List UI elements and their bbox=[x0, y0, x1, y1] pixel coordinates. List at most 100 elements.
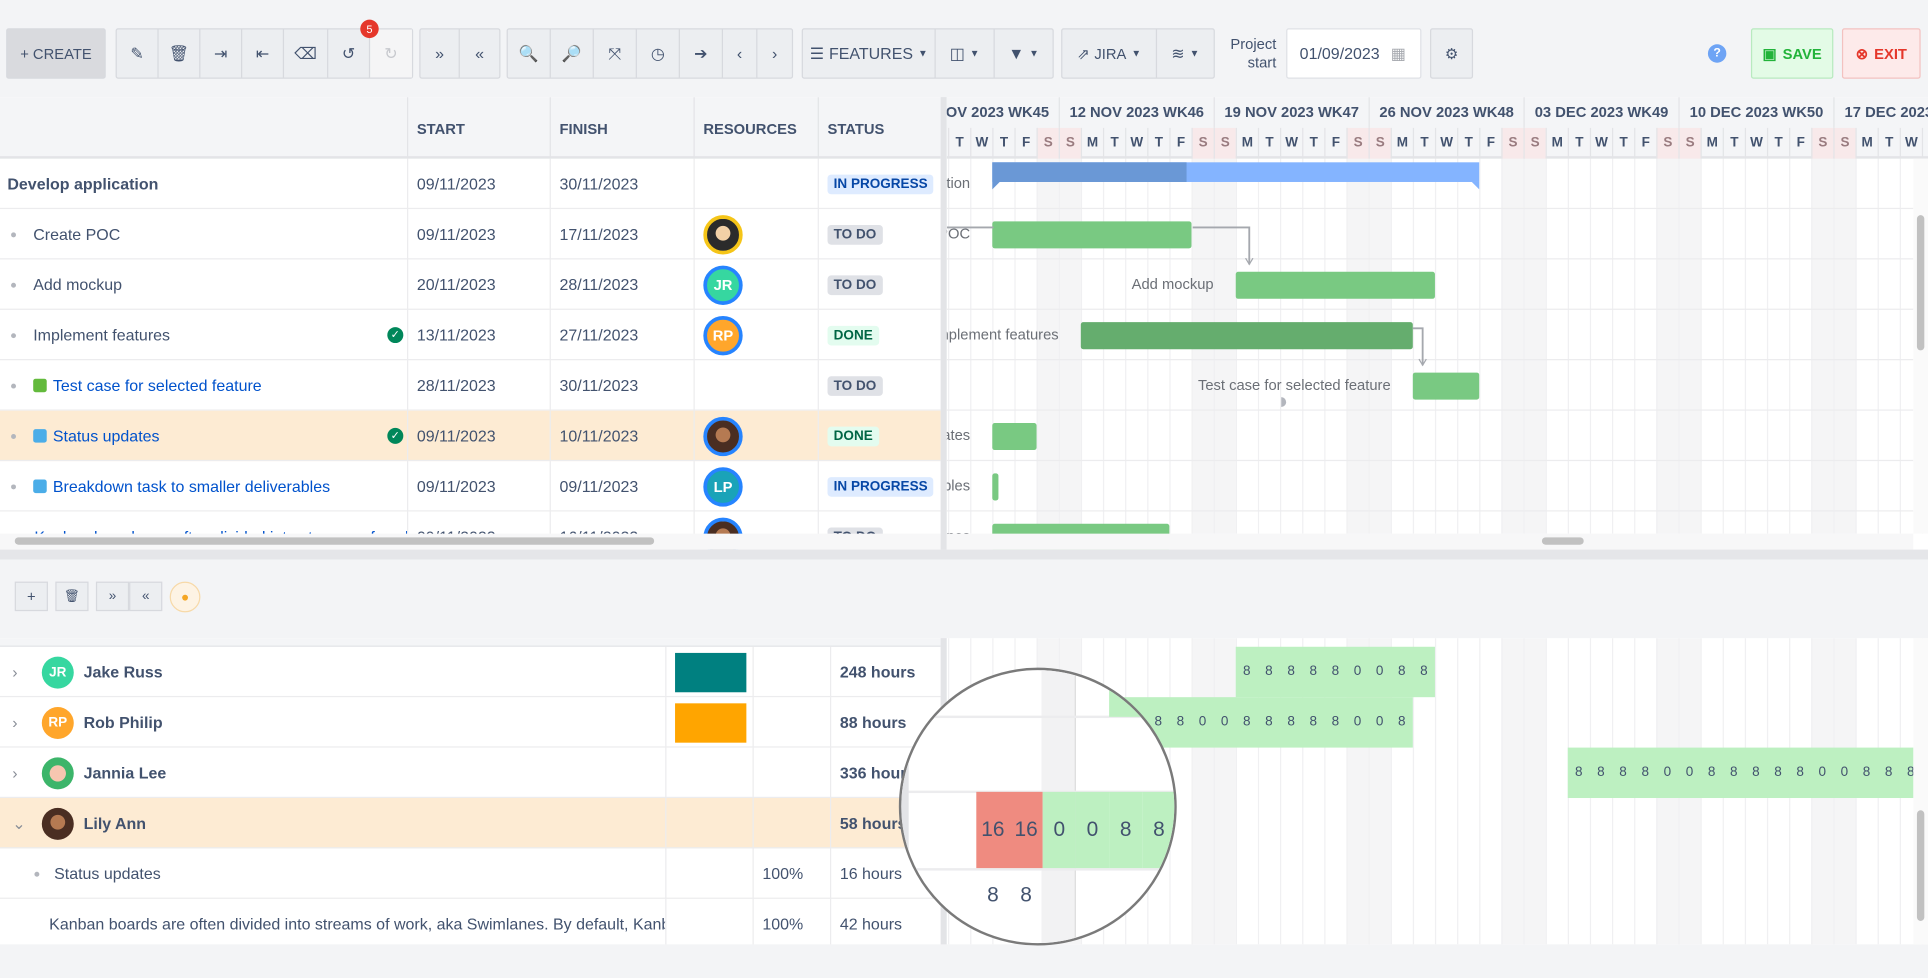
task-row[interactable]: Develop application 09/11/2023 30/11/2023 I… bbox=[0, 158, 941, 210]
resources-cell[interactable] bbox=[693, 410, 817, 462]
summary-bar[interactable] bbox=[992, 162, 1480, 190]
delete-icon[interactable]: 🗑 bbox=[159, 29, 201, 78]
grid-horizontal-scrollbar[interactable] bbox=[0, 533, 941, 550]
column-header-start[interactable]: START bbox=[406, 97, 550, 159]
database-dropdown[interactable]: ≋ ▼ bbox=[1157, 30, 1214, 78]
avatar[interactable] bbox=[703, 416, 743, 456]
task-row[interactable]: Status updates ✓ 09/11/2023 10/11/2023 DONE bbox=[0, 410, 941, 462]
status-cell[interactable]: IN PROGRESS bbox=[817, 461, 941, 512]
avatar[interactable]: RP bbox=[703, 315, 743, 355]
resources-cell[interactable] bbox=[693, 360, 817, 411]
scrollbar-thumb[interactable] bbox=[14, 537, 655, 545]
task-bar[interactable] bbox=[992, 422, 1037, 451]
expand-all-icon[interactable]: » bbox=[95, 581, 130, 612]
chevron-right-icon[interactable]: › bbox=[12, 763, 18, 783]
task-bar[interactable] bbox=[1412, 372, 1480, 400]
delete-icon[interactable]: 🗑 bbox=[55, 581, 89, 612]
expand-all-icon[interactable]: » bbox=[421, 29, 460, 78]
add-resource-icon[interactable]: + bbox=[14, 581, 48, 612]
project-start-input[interactable]: 01/09/2023 ▦ bbox=[1286, 28, 1422, 79]
scrollbar-thumb[interactable] bbox=[1541, 537, 1584, 545]
task-row[interactable]: Test case for selected feature 28/11/2023… bbox=[0, 360, 941, 411]
undo-button[interactable]: ↺ 5 bbox=[328, 19, 379, 78]
chevron-down-icon[interactable]: ⌄ bbox=[12, 813, 26, 832]
task-name[interactable]: Test case for selected feature bbox=[52, 376, 262, 395]
scrollbar-thumb[interactable] bbox=[1916, 215, 1925, 351]
features-dropdown[interactable]: ☰ FEATURES ▼ bbox=[803, 29, 936, 78]
task-row[interactable]: Add mockup 20/11/2023 28/11/2023 JR TO DO bbox=[0, 259, 941, 310]
task-row[interactable]: Implement features ✓ 13/11/2023 27/11/2023 R… bbox=[0, 309, 941, 361]
exit-button[interactable]: ⊗ EXIT bbox=[1841, 28, 1921, 79]
resource-color-cell[interactable] bbox=[665, 747, 752, 799]
edit-icon[interactable]: ✎ bbox=[117, 29, 159, 78]
status-cell[interactable]: TO DO bbox=[817, 259, 941, 310]
column-header-resources[interactable]: RESOURCES bbox=[693, 97, 817, 159]
next-icon[interactable]: › bbox=[771, 44, 778, 63]
task-name[interactable]: Breakdown task to smaller deliverables bbox=[52, 477, 331, 496]
status-cell[interactable]: DONE bbox=[817, 309, 941, 361]
resource-color-cell[interactable] bbox=[665, 646, 752, 698]
resources-cell[interactable] bbox=[693, 158, 817, 210]
chevron-right-icon[interactable]: › bbox=[12, 713, 18, 732]
save-button[interactable]: ▣ SAVE bbox=[1750, 28, 1834, 79]
resources-cell[interactable] bbox=[693, 209, 817, 260]
task-bar[interactable] bbox=[992, 473, 999, 501]
resource-color-cell[interactable] bbox=[665, 697, 752, 748]
drag-handle[interactable] bbox=[1281, 397, 1287, 407]
help-icon[interactable]: ? bbox=[1707, 44, 1727, 63]
lightbulb-icon[interactable]: ● bbox=[169, 581, 201, 613]
eraser-icon[interactable]: ⌫ bbox=[284, 29, 329, 78]
jira-dropdown[interactable]: ⇗ JIRA ▼ bbox=[1062, 29, 1158, 78]
task-name[interactable]: Develop application bbox=[7, 174, 159, 194]
gantt-vertical-scrollbar[interactable] bbox=[1913, 158, 1928, 534]
assignment-row[interactable]: Kanban boards are often divided into str… bbox=[0, 898, 941, 945]
column-header-finish[interactable]: FINISH bbox=[549, 97, 694, 159]
collapse-all-icon[interactable]: « bbox=[475, 44, 484, 63]
zoom-in-icon[interactable]: 🔍 bbox=[508, 29, 551, 78]
resource-row[interactable]: › Jannia Lee 336 hours bbox=[0, 747, 941, 799]
task-name[interactable]: Add mockup bbox=[33, 275, 123, 294]
outdent-icon[interactable]: ⇤ bbox=[242, 29, 285, 78]
task-name[interactable]: Create POC bbox=[33, 225, 121, 244]
task-row[interactable]: Create POC 09/11/2023 17/11/2023 TO DO bbox=[0, 209, 941, 260]
settings-button[interactable]: ⚙ bbox=[1430, 28, 1474, 79]
previous-icon[interactable]: ‹ bbox=[723, 29, 758, 78]
task-bar[interactable] bbox=[1080, 322, 1413, 350]
resource-color-cell[interactable] bbox=[665, 798, 752, 849]
resource-color-swatch[interactable] bbox=[675, 702, 747, 743]
resources-cell[interactable]: LP bbox=[693, 461, 817, 512]
vertical-splitter[interactable] bbox=[940, 97, 947, 550]
task-bar[interactable] bbox=[1235, 271, 1435, 299]
horizontal-splitter[interactable] bbox=[0, 549, 1928, 560]
create-button[interactable]: + CREATE bbox=[6, 28, 106, 79]
status-cell[interactable]: IN PROGRESS bbox=[817, 158, 941, 210]
fit-icon[interactable]: ⤧ bbox=[594, 29, 637, 78]
resource-row[interactable]: ⌄ Lily Ann 58 hours bbox=[0, 798, 941, 849]
avatar[interactable]: JR bbox=[703, 264, 743, 305]
collapse-all-icon[interactable]: « bbox=[129, 581, 163, 612]
avatar[interactable] bbox=[703, 214, 743, 254]
redo-icon[interactable]: ↻ bbox=[370, 29, 412, 78]
task-name[interactable]: Status updates bbox=[52, 426, 160, 446]
status-cell[interactable]: DONE bbox=[817, 410, 941, 462]
resource-row[interactable]: › JR Jake Russ 248 hours bbox=[0, 646, 941, 698]
task-row[interactable]: Breakdown task to smaller deliverables 09… bbox=[0, 461, 941, 512]
scrollbar-thumb[interactable] bbox=[1916, 810, 1925, 921]
resources-cell[interactable]: JR bbox=[693, 259, 817, 310]
filter-dropdown[interactable]: ▼ ▼ bbox=[995, 30, 1053, 78]
indent-icon[interactable]: ⇥ bbox=[200, 29, 243, 78]
scroll-to-task-icon[interactable]: ➔ bbox=[680, 29, 724, 78]
task-name[interactable]: Implement features bbox=[33, 325, 171, 345]
clock-icon[interactable]: ◷ bbox=[637, 29, 680, 78]
histogram-vertical-scrollbar[interactable] bbox=[1913, 638, 1928, 945]
columns-dropdown[interactable]: ◫ ▼ bbox=[936, 29, 995, 78]
resources-cell[interactable]: RP bbox=[693, 309, 817, 361]
chevron-right-icon[interactable]: › bbox=[12, 662, 18, 682]
zoom-out-icon[interactable]: 🔎 bbox=[551, 29, 594, 78]
task-bar[interactable] bbox=[992, 221, 1192, 249]
gantt-horizontal-scrollbar[interactable] bbox=[946, 533, 1914, 550]
assignment-row[interactable]: Status updates 100% 16 hours bbox=[0, 848, 941, 899]
column-header-status[interactable]: STATUS bbox=[817, 97, 941, 159]
resource-color-swatch[interactable] bbox=[675, 652, 747, 692]
avatar[interactable]: LP bbox=[703, 466, 743, 506]
